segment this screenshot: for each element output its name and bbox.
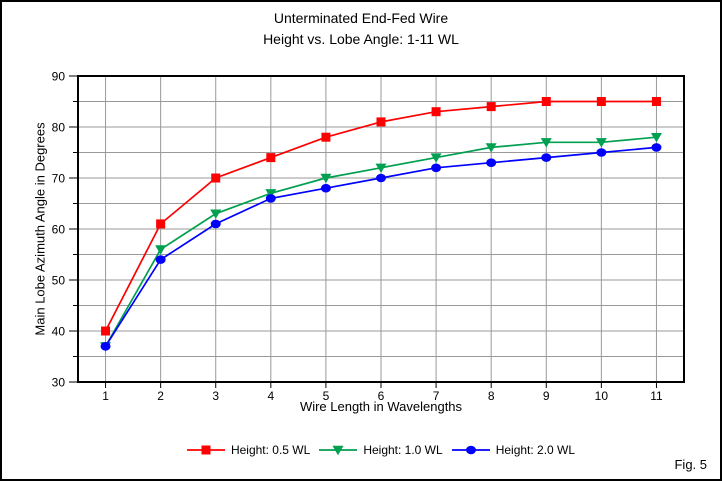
data-point-marker xyxy=(210,219,221,229)
chart-title-block: Unterminated End-Fed Wire Height vs. Lob… xyxy=(2,8,720,50)
x-tick-label: 2 xyxy=(157,389,164,403)
data-point-marker xyxy=(376,173,386,183)
data-point-marker xyxy=(155,255,166,264)
x-tick-label: 3 xyxy=(212,389,219,403)
data-point-marker xyxy=(100,342,111,351)
data-point-marker xyxy=(201,445,211,455)
data-point-marker xyxy=(321,132,331,142)
data-point-marker xyxy=(595,138,607,148)
data-point-marker xyxy=(155,245,167,255)
data-point-marker xyxy=(651,97,661,106)
x-tick-label: 7 xyxy=(433,389,440,403)
data-point-marker xyxy=(266,153,276,163)
data-point-marker xyxy=(486,158,497,167)
data-point-marker xyxy=(375,163,387,173)
data-point-marker xyxy=(486,102,496,112)
x-tick-label: 9 xyxy=(543,389,550,403)
x-tick-label: 11 xyxy=(650,389,663,403)
data-point-marker xyxy=(651,143,662,152)
data-point-marker xyxy=(541,97,551,106)
x-tick-label: 8 xyxy=(488,389,495,403)
data-point-marker xyxy=(650,133,662,143)
data-point-marker xyxy=(596,148,607,157)
legend: Height: 0.5 WL Height: 1.0 WL Height: 2.0 … xyxy=(78,443,684,457)
data-point-marker xyxy=(431,163,442,173)
chart-title: Unterminated End-Fed Wire xyxy=(273,10,449,26)
data-point-marker xyxy=(211,173,221,183)
y-tick-label: 60 xyxy=(52,223,66,237)
data-point-marker xyxy=(332,445,344,456)
data-point-marker xyxy=(431,107,441,117)
x-tick-label: 6 xyxy=(378,389,385,403)
x-tick-label: 5 xyxy=(323,389,330,403)
data-point-marker xyxy=(465,445,476,455)
chart-subtitle: Height vs. Lobe Angle: 1-11 WL xyxy=(263,31,459,47)
legend-item: Height: 2.0 WL xyxy=(451,443,576,457)
data-point-marker xyxy=(265,189,277,199)
figure-caption: Fig. 5 xyxy=(674,457,707,472)
legend-triangle-down-icon xyxy=(319,445,358,456)
y-tick-label: 30 xyxy=(52,376,66,390)
data-point-marker xyxy=(541,153,552,162)
y-tick-label: 80 xyxy=(52,121,66,135)
y-tick-label: 50 xyxy=(52,274,66,288)
legend-square-icon xyxy=(186,445,225,455)
data-point-marker xyxy=(210,209,222,219)
data-point-marker xyxy=(376,117,386,127)
data-point-marker xyxy=(156,219,166,229)
data-point-marker xyxy=(101,326,111,336)
legend-circle-icon xyxy=(451,445,490,455)
legend-label: Height: 1.0 WL xyxy=(363,443,443,457)
data-point-marker xyxy=(596,97,606,106)
data-point-marker xyxy=(485,143,497,153)
y-tick-label: 90 xyxy=(52,70,66,84)
data-point-marker xyxy=(430,153,442,163)
data-point-marker xyxy=(265,194,276,203)
legend-item: Height: 0.5 WL xyxy=(186,443,311,457)
legend-label: Height: 2.0 WL xyxy=(495,443,576,457)
x-tick-label: 4 xyxy=(267,389,274,403)
data-point-marker xyxy=(320,173,332,184)
legend-item: Height: 1.0 WL xyxy=(319,443,443,457)
data-point-marker xyxy=(320,183,331,193)
x-axis-label: Wire Length in Wavelengths xyxy=(299,399,463,414)
data-point-marker xyxy=(540,138,552,148)
x-tick-label: 1 xyxy=(102,389,109,403)
legend-label: Height: 0.5 WL xyxy=(230,443,311,457)
y-tick-label: 70 xyxy=(52,172,66,186)
x-tick-label: 10 xyxy=(595,389,609,403)
y-tick-label: 40 xyxy=(52,325,66,339)
